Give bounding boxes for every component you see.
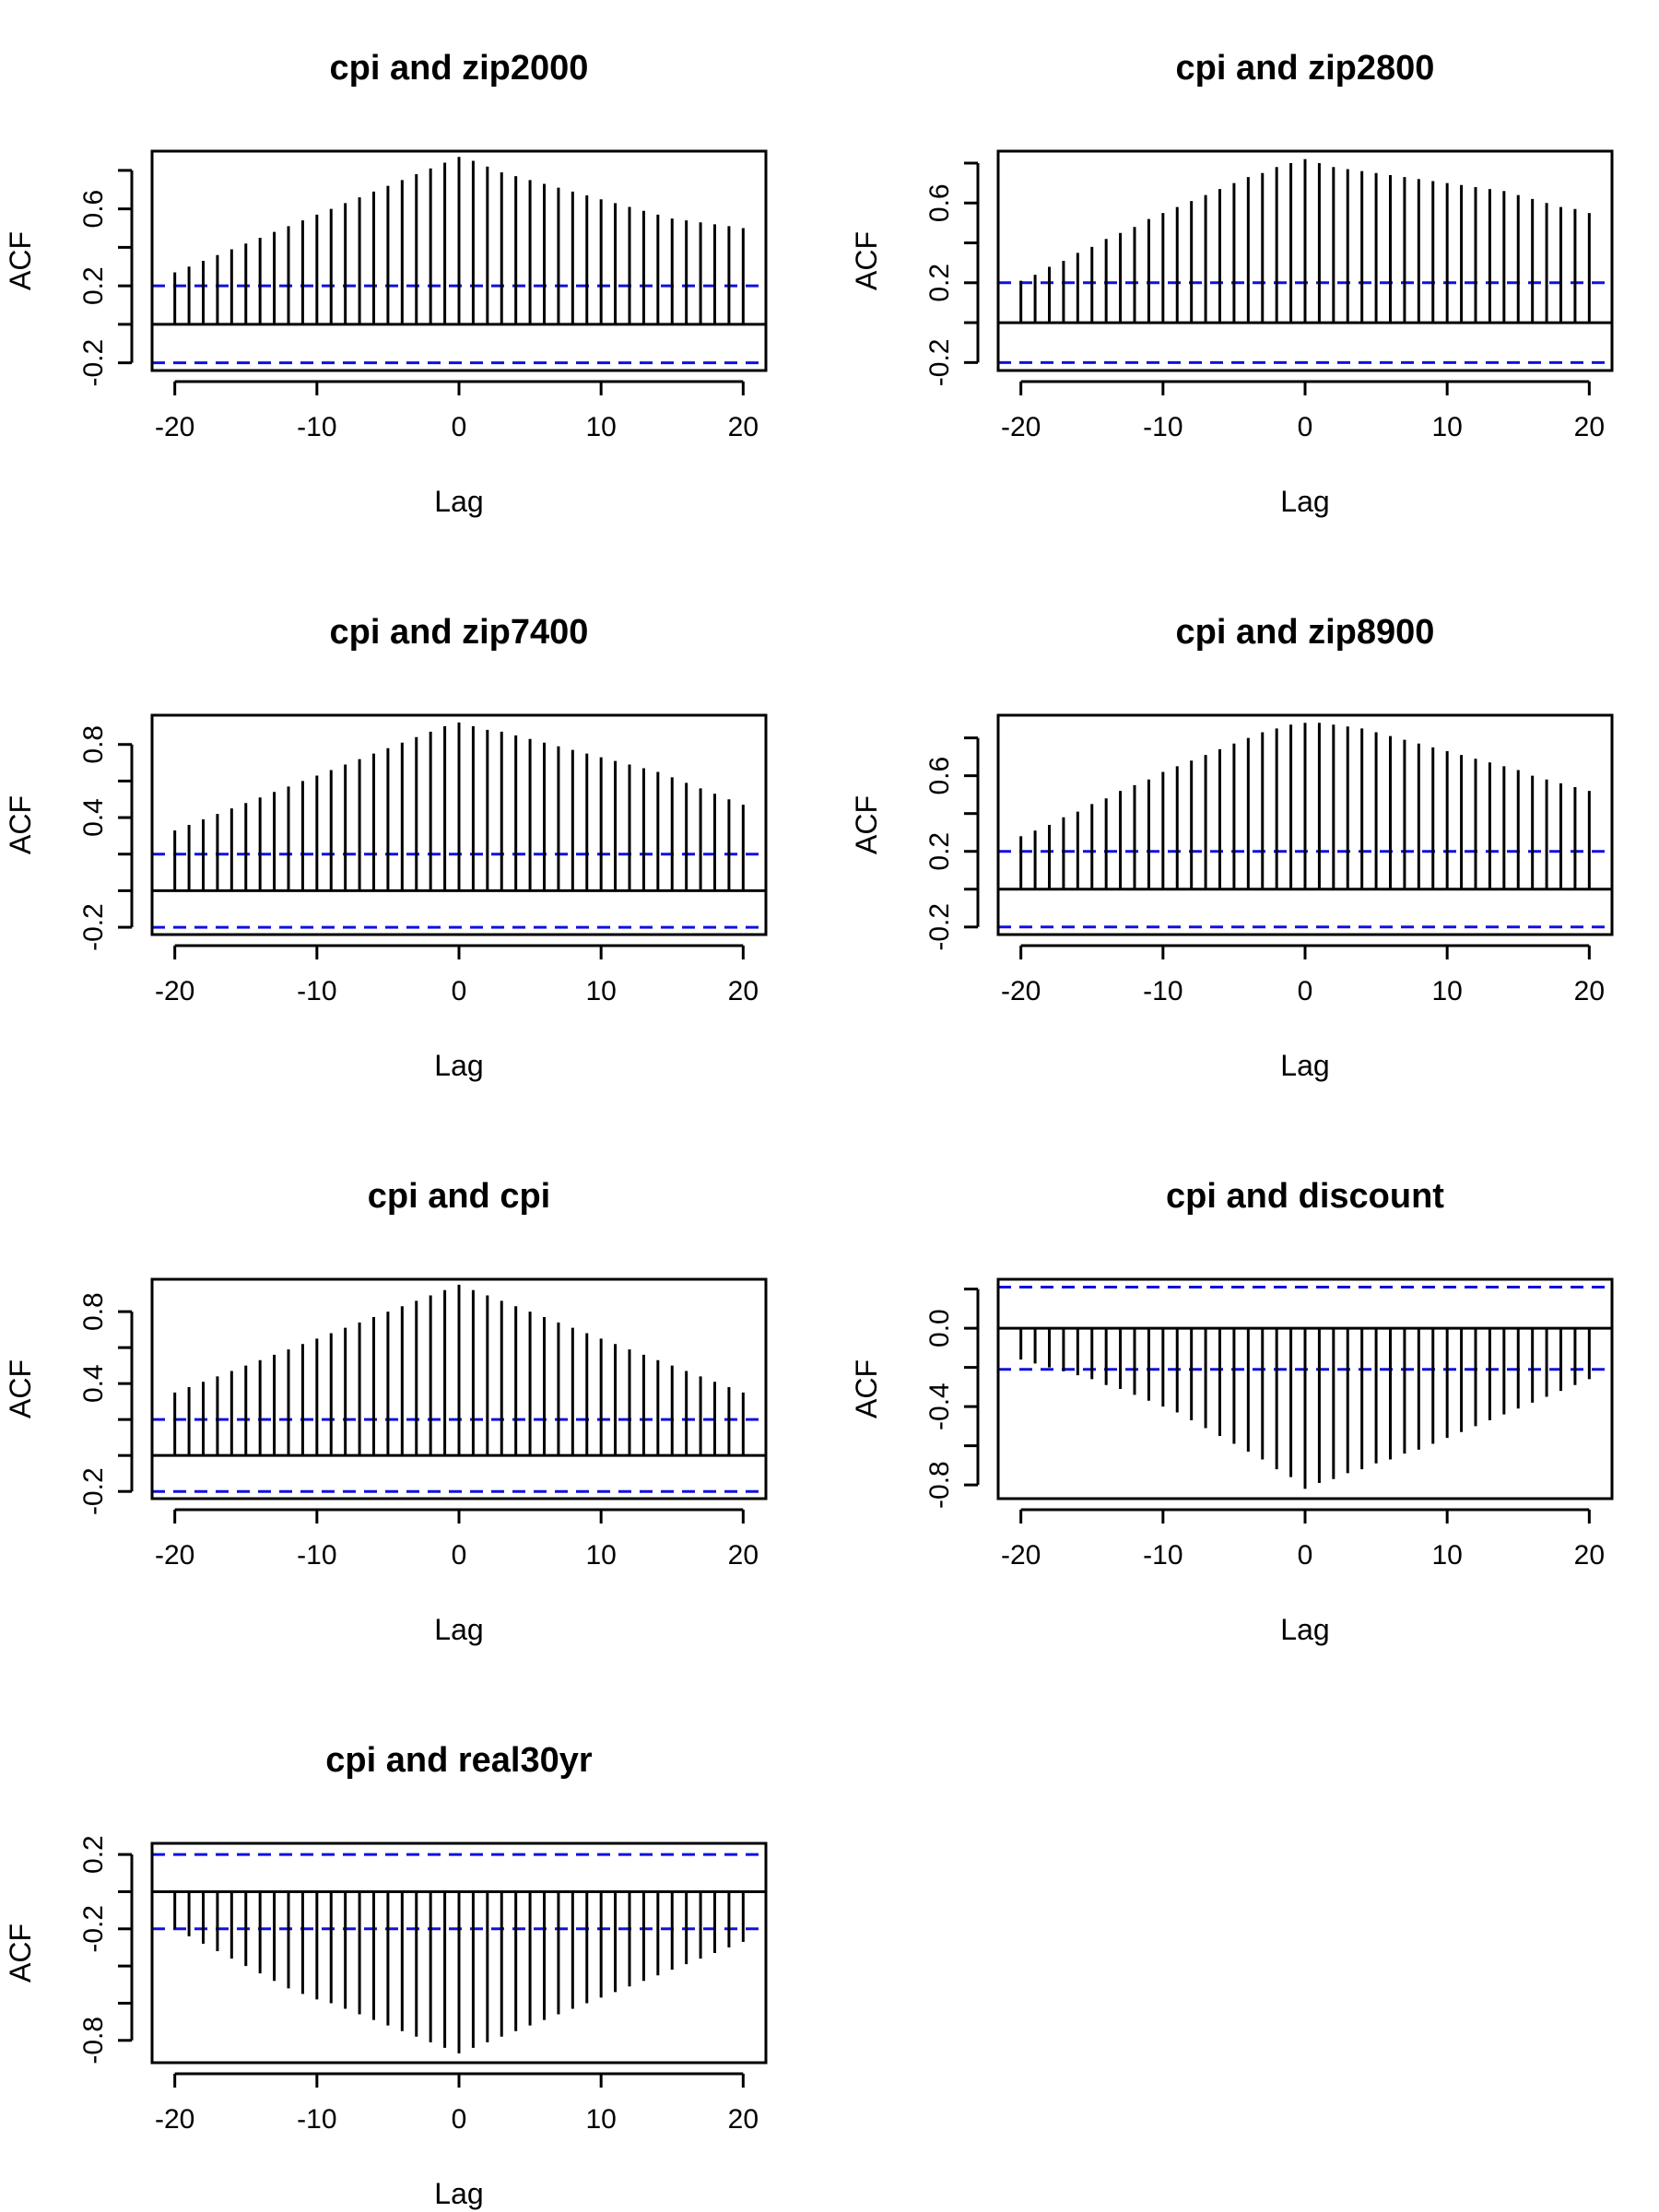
x-tick-label: -10 [1143, 976, 1182, 1006]
y-tick-label: -0.2 [78, 1467, 109, 1515]
y-tick-label: -0.8 [78, 2017, 109, 2065]
x-tick-label: 0 [1298, 976, 1313, 1006]
panel-title: cpi and zip7400 [330, 613, 589, 652]
y-tick-label: 0.6 [924, 757, 955, 795]
x-tick-label: 20 [1574, 1540, 1605, 1571]
x-tick-label: 10 [1431, 976, 1462, 1006]
x-tick-label: 20 [728, 976, 759, 1006]
x-tick-label: -20 [1001, 1540, 1041, 1571]
y-tick-label: -0.8 [924, 1461, 955, 1509]
y-axis-label: ACF [850, 795, 883, 854]
x-tick-label: -20 [155, 412, 194, 442]
x-axis-label: Lag [434, 1049, 483, 1082]
x-axis-label: Lag [1280, 1049, 1329, 1082]
plot-frame [150, 149, 768, 372]
y-axis-label: ACF [4, 1924, 37, 1983]
panel-title: cpi and zip2800 [1176, 49, 1435, 88]
y-tick-label: 0.4 [78, 798, 109, 837]
x-axis-label: Lag [1280, 1613, 1329, 1646]
x-tick-label: 0 [1298, 1540, 1313, 1571]
x-axis-label: Lag [434, 2177, 483, 2210]
y-tick-label: 0.6 [78, 190, 109, 229]
panel-title: cpi and zip2000 [330, 49, 589, 88]
x-tick-label: 10 [1431, 412, 1462, 442]
y-tick-label: 0.8 [78, 1292, 109, 1331]
x-tick-label: 20 [1574, 976, 1605, 1006]
y-tick-label: 0.2 [924, 832, 955, 871]
x-tick-label: 0 [452, 1540, 467, 1571]
plot-frame [150, 713, 768, 936]
y-tick-label: 0.2 [78, 1835, 109, 1874]
y-tick-label: 0.4 [78, 1364, 109, 1403]
acf-panel-3: cpi and zip7400 -20 -10 0 10 20 -0.2 0.4 0.8 Lag A… [4, 613, 768, 1082]
acf-panel-1: cpi and zip2000 -20 -10 0 10 20 -0.2 0.2 0.6 Lag A… [4, 49, 768, 518]
acf-panel-2: cpi and zip2800 -20 -10 0 10 20 -0.2 0.2 0.6 Lag A… [850, 49, 1614, 518]
x-tick-label: 20 [728, 1540, 759, 1571]
x-tick-label: -10 [1143, 1540, 1182, 1571]
x-tick-label: 0 [452, 976, 467, 1006]
x-tick-label: 20 [728, 412, 759, 442]
x-tick-label: 0 [452, 2104, 467, 2135]
x-axis-label: Lag [434, 1613, 483, 1646]
y-axis-label: ACF [850, 1359, 883, 1418]
x-tick-label: -20 [155, 2104, 194, 2135]
y-tick-label: 0.0 [924, 1309, 955, 1347]
x-tick-label: 10 [585, 2104, 616, 2135]
x-axis-label: Lag [434, 485, 483, 518]
x-tick-label: -20 [1001, 976, 1041, 1006]
acf-panel-5: cpi and cpi -20 -10 0 10 20 -0.2 0.4 0.8 Lag ACF [4, 1177, 768, 1646]
y-axis-label: ACF [4, 231, 37, 290]
x-tick-label: -10 [1143, 412, 1182, 442]
x-tick-label: 20 [728, 2104, 759, 2135]
panel-title: cpi and cpi [368, 1177, 550, 1216]
y-axis-label: ACF [4, 795, 37, 854]
y-tick-label: 0.8 [78, 725, 109, 764]
acf-panel-6: cpi and discount -20 -10 0 10 20 -0.8 -0.4 0.0 La… [850, 1177, 1614, 1646]
y-tick-label: 0.6 [924, 183, 955, 222]
plot-frame [996, 713, 1614, 936]
x-tick-label: 0 [1298, 412, 1313, 442]
y-tick-label: -0.2 [924, 338, 955, 386]
y-tick-label: 0.2 [78, 266, 109, 305]
x-tick-label: -20 [155, 976, 194, 1006]
x-tick-label: -10 [297, 412, 336, 442]
panel-title: cpi and discount [1166, 1177, 1444, 1216]
y-tick-label: -0.2 [78, 903, 109, 951]
y-tick-label: -0.4 [924, 1382, 955, 1430]
acf-panel-4: cpi and zip8900 -20 -10 0 10 20 -0.2 0.2 0.6 Lag A… [850, 613, 1614, 1082]
x-tick-label: 10 [1431, 1540, 1462, 1571]
x-tick-label: 10 [585, 412, 616, 442]
y-tick-label: -0.2 [78, 339, 109, 387]
x-tick-label: 20 [1574, 412, 1605, 442]
y-axis-label: ACF [850, 231, 883, 290]
y-tick-label: -0.2 [924, 903, 955, 951]
plot-frame [150, 1841, 768, 2065]
x-tick-label: 0 [452, 412, 467, 442]
x-tick-label: 10 [585, 976, 616, 1006]
x-tick-label: -10 [297, 2104, 336, 2135]
x-tick-label: -20 [1001, 412, 1041, 442]
plot-frame [996, 149, 1614, 372]
y-tick-label: 0.2 [924, 264, 955, 302]
plot-frame [150, 1277, 768, 1500]
x-tick-label: -20 [155, 1540, 194, 1571]
y-tick-label: -0.2 [78, 1905, 109, 1953]
acf-panel-7: cpi and real30yr -20 -10 0 10 20 -0.8 -0.2 0.2 La… [4, 1741, 768, 2210]
x-tick-label: -10 [297, 1540, 336, 1571]
panel-title: cpi and real30yr [325, 1741, 593, 1780]
x-tick-label: -10 [297, 976, 336, 1006]
panel-title: cpi and zip8900 [1176, 613, 1435, 652]
y-axis-label: ACF [4, 1359, 37, 1418]
x-axis-label: Lag [1280, 485, 1329, 518]
x-tick-label: 10 [585, 1540, 616, 1571]
plot-frame [996, 1277, 1614, 1500]
